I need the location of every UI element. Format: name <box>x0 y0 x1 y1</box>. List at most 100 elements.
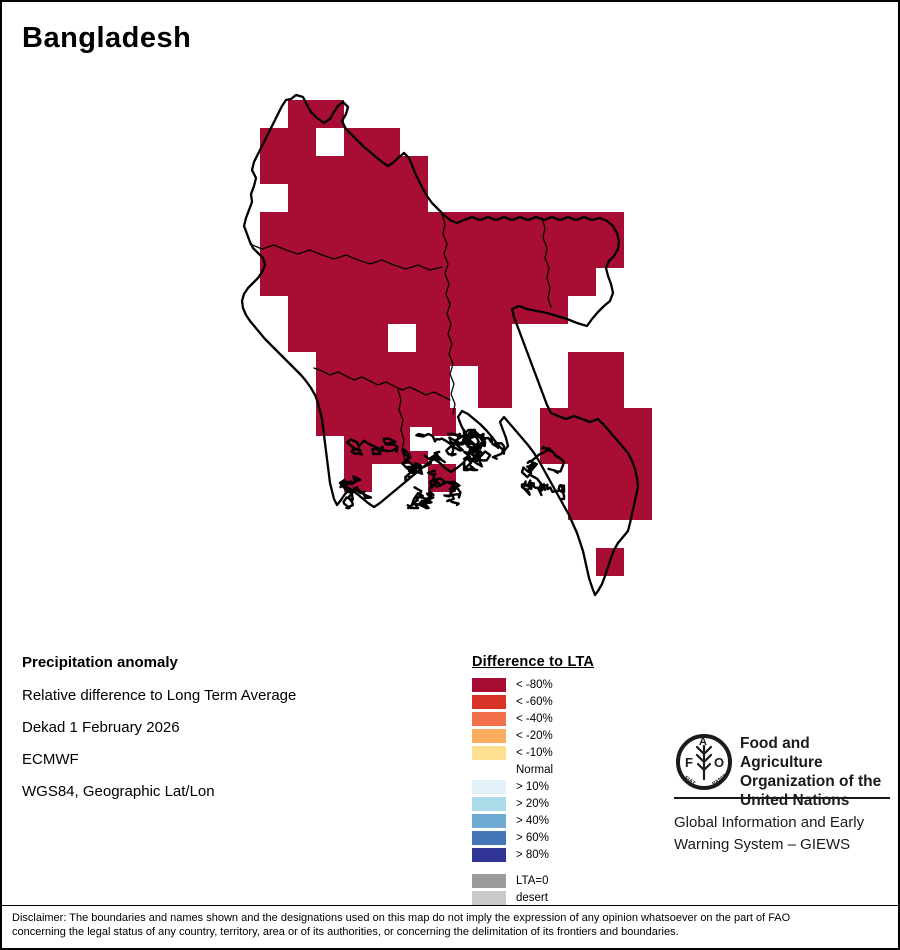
waterway-scribble <box>338 475 373 510</box>
anomaly-cell <box>428 268 456 296</box>
disclaimer-separator-line <box>2 905 898 906</box>
anomaly-cell <box>512 240 540 268</box>
legend-label: < -60% <box>516 696 553 708</box>
precipitation-anomaly-cells <box>260 100 652 576</box>
anomaly-cell <box>372 184 400 212</box>
normal-white-cell <box>388 324 416 352</box>
info-line-source: ECMWF <box>22 751 79 768</box>
anomaly-cell <box>568 492 596 520</box>
fao-org-line: United Nations <box>740 792 850 809</box>
anomaly-cell <box>596 492 624 520</box>
disclaimer-text: Disclaimer: The boundaries and names sho… <box>12 911 892 939</box>
anomaly-cell <box>568 352 596 380</box>
waterway-scribble <box>401 448 446 482</box>
anomaly-cell <box>596 212 624 240</box>
legend-label: > 20% <box>516 798 549 810</box>
anomaly-cell <box>596 464 624 492</box>
anomaly-cell <box>624 408 652 436</box>
anomaly-cell <box>484 352 512 380</box>
division-boundary-jamuna <box>441 213 456 415</box>
anomaly-cell <box>568 240 596 268</box>
fao-org-line: Organization of the <box>740 773 882 790</box>
anomaly-cell <box>484 380 512 408</box>
legend-label: > 40% <box>516 815 549 827</box>
anomaly-cell <box>344 212 372 240</box>
info-heading: Precipitation anomaly <box>22 654 178 671</box>
anomaly-cell <box>372 128 400 156</box>
anomaly-cell <box>568 268 596 296</box>
anomaly-cell <box>288 128 316 156</box>
anomaly-cell <box>568 436 596 464</box>
anomaly-cell <box>288 156 316 184</box>
legend-row: < -80% <box>472 678 594 692</box>
division-boundary-rajshahi <box>249 243 443 271</box>
legend-row: LTA=0 <box>472 874 594 888</box>
legend-row: Normal <box>472 763 594 777</box>
map-legend: Difference to LTA < -80% < -60% < -40% < -2… <box>472 654 594 908</box>
legend-label: LTA=0 <box>516 875 549 887</box>
anomaly-cell <box>400 352 428 380</box>
anomaly-cell <box>624 492 652 520</box>
legend-swatch <box>472 780 506 794</box>
legend-rows: < -80% < -60% < -40% < -20% < -10% Normal > 10… <box>472 678 594 905</box>
legend-swatch <box>472 848 506 862</box>
anomaly-cell <box>260 212 288 240</box>
anomaly-cell <box>260 268 288 296</box>
anomaly-cell <box>316 296 344 324</box>
normal-white-cell <box>450 366 478 408</box>
page-title: Bangladesh <box>22 22 192 54</box>
anomaly-cell <box>372 212 400 240</box>
anomaly-cell <box>316 380 344 408</box>
legend-swatch <box>472 814 506 828</box>
waterway-scribble <box>406 486 435 510</box>
legend-swatch <box>472 729 506 743</box>
anomaly-cell <box>400 240 428 268</box>
anomaly-cell <box>316 156 344 184</box>
fao-org-line: Food and Agriculture <box>740 735 823 771</box>
anomaly-cell <box>372 352 400 380</box>
legend-label: < -40% <box>516 713 553 725</box>
disclaimer-line: Disclaimer: The boundaries and names sho… <box>12 912 791 924</box>
legend-label: > 10% <box>516 781 549 793</box>
anomaly-cell <box>288 212 316 240</box>
anomaly-cell <box>400 296 428 324</box>
map-white-holes <box>388 324 478 451</box>
anomaly-cell <box>428 212 456 240</box>
legend-label: desert <box>516 892 548 904</box>
legend-row: < -10% <box>472 746 594 760</box>
waterway-scribble <box>345 437 399 456</box>
division-boundary-sylhet <box>541 217 552 308</box>
anomaly-cell <box>344 352 372 380</box>
anomaly-cell <box>288 268 316 296</box>
normal-white-cell <box>410 427 432 451</box>
anomaly-cell <box>624 436 652 464</box>
legend-swatch <box>472 831 506 845</box>
anomaly-cell <box>344 184 372 212</box>
waterway-scribble <box>462 428 506 460</box>
anomaly-cell <box>316 352 344 380</box>
waterway-scribble <box>462 450 492 472</box>
legend-swatch <box>472 712 506 726</box>
legend-label: < -20% <box>516 730 553 742</box>
legend-swatch <box>472 678 506 692</box>
anomaly-cell <box>484 268 512 296</box>
info-line-dekad: Dekad 1 February 2026 <box>22 719 180 736</box>
legend-swatch <box>472 797 506 811</box>
legend-title: Difference to LTA <box>472 654 595 670</box>
anomaly-cell <box>568 380 596 408</box>
waterway-scribble <box>520 445 566 497</box>
giews-line: Warning System – GIEWS <box>674 836 851 853</box>
logo-text-panis: PANIS <box>711 773 728 788</box>
anomaly-cell <box>596 240 624 268</box>
legend-swatch <box>472 695 506 709</box>
anomaly-cell <box>568 212 596 240</box>
anomaly-cell <box>456 212 484 240</box>
fao-divider-line <box>674 797 890 799</box>
anomaly-cell <box>344 156 372 184</box>
giews-line: Global Information and Early <box>674 814 865 831</box>
anomaly-cell <box>400 212 428 240</box>
legend-row: > 10% <box>472 780 594 794</box>
anomaly-cell <box>372 268 400 296</box>
anomaly-cell <box>568 464 596 492</box>
